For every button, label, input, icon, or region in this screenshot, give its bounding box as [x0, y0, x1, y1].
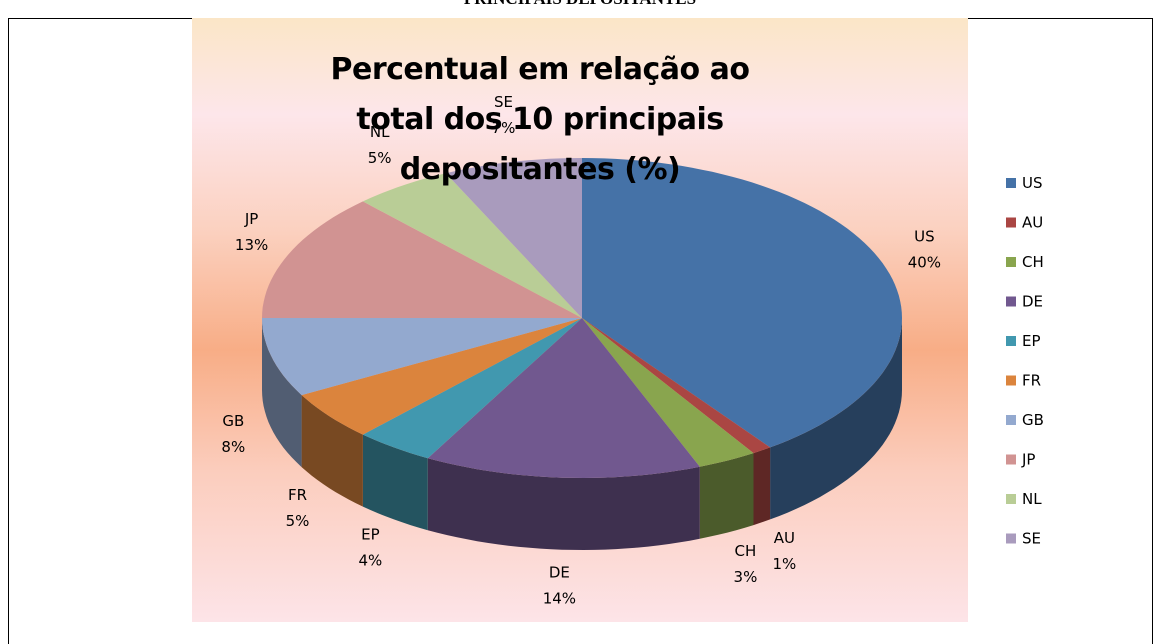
legend-swatch [1006, 533, 1016, 544]
label-category: JP [244, 210, 258, 228]
slice [262, 318, 582, 396]
legend-label: EP [1022, 332, 1041, 350]
label-category: SE [494, 93, 513, 111]
label-value: 3% [734, 568, 758, 586]
slice-side [753, 447, 771, 526]
label-value: 13% [235, 236, 268, 254]
label-category: AU [774, 529, 795, 547]
slice-side [262, 318, 302, 468]
label-category: NL [370, 123, 390, 141]
legend-label: FR [1022, 372, 1041, 390]
legend-label: US [1022, 174, 1043, 192]
legend-swatch [1006, 454, 1016, 465]
data-label: GB 8% [221, 412, 245, 456]
label-category: GB [222, 412, 244, 430]
legend-label: JP [1021, 451, 1035, 469]
label-value: 14% [543, 590, 576, 608]
legend-label: NL [1022, 490, 1042, 508]
slice [445, 158, 582, 318]
data-label: EP 4% [358, 525, 382, 569]
legend-swatch [1006, 375, 1016, 386]
legend-label: SE [1022, 530, 1041, 548]
slice [582, 318, 754, 467]
data-label: DE 14% [543, 564, 576, 608]
slice-side [427, 458, 700, 550]
slice [362, 173, 582, 318]
legend-swatch [1006, 217, 1016, 228]
label-category: DE [549, 564, 570, 582]
legend-label: DE [1022, 293, 1043, 311]
label-value: 1% [772, 555, 796, 573]
label-category: US [914, 228, 935, 246]
slice-side [770, 318, 902, 520]
label-category: EP [361, 525, 380, 543]
data-label: FR 5% [286, 486, 310, 530]
document-heading: PRINCIPAIS DEPOSITANTES [0, 0, 1160, 9]
legend-label: GB [1022, 411, 1044, 429]
legend-swatch [1006, 415, 1016, 425]
slice-side [699, 453, 754, 539]
label-category: CH [735, 542, 757, 560]
slice [582, 318, 771, 454]
data-label: CH 3% [734, 542, 758, 586]
slice [362, 318, 582, 459]
label-value: 4% [358, 551, 382, 569]
slice-side [362, 434, 428, 531]
legend-swatch [1006, 336, 1016, 346]
label-category: FR [288, 486, 307, 504]
label-value: 8% [221, 438, 245, 456]
data-label: SE 7% [492, 93, 516, 137]
legend-label: CH [1022, 253, 1044, 271]
slice-side [301, 395, 363, 507]
label-value: 40% [908, 254, 941, 272]
legend-label: AU [1022, 214, 1043, 232]
data-label: US 40% [908, 228, 941, 272]
slice [262, 201, 582, 318]
slice [427, 318, 700, 478]
data-label: AU 1% [772, 529, 796, 573]
label-value: 5% [368, 149, 392, 167]
legend-swatch [1006, 178, 1016, 188]
chart-title: Percentual em relação ao total dos 10 pr… [330, 52, 750, 187]
label-value: 5% [286, 512, 310, 530]
legend-swatch [1006, 296, 1016, 307]
legend-swatch [1006, 257, 1016, 267]
data-label: JP 13% [235, 210, 268, 254]
label-value: 7% [492, 119, 516, 137]
legend-swatch [1006, 494, 1016, 504]
slice [301, 318, 582, 435]
slice [582, 158, 902, 448]
data-label: NL 5% [368, 123, 392, 167]
